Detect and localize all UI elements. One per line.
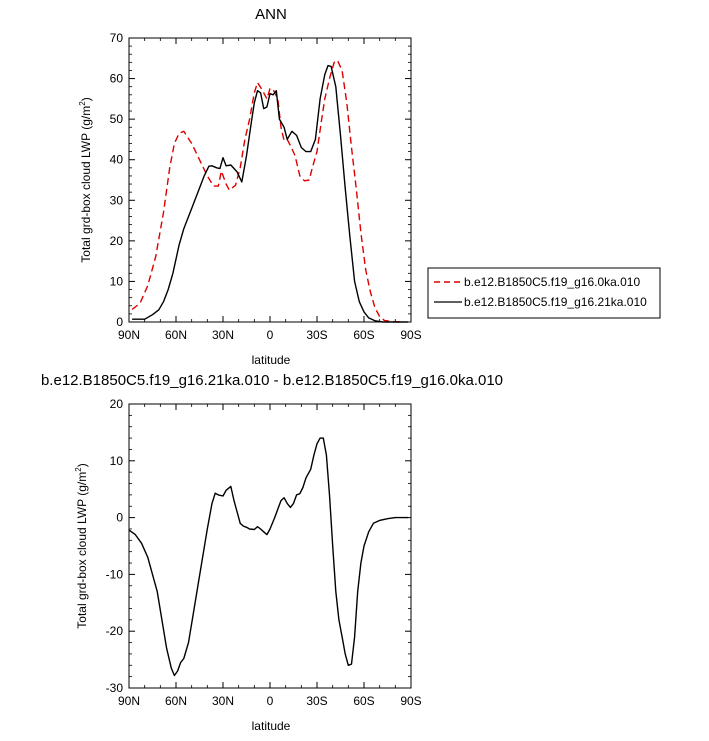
y-tick-label: 60	[110, 72, 124, 86]
legend-box	[427, 267, 661, 319]
x-axis-label: latitude	[252, 719, 291, 733]
chart-title: ANN	[255, 6, 287, 23]
y-axis: 0 10 20 30 40 50 60 70	[110, 31, 411, 329]
series-group	[128, 437, 408, 677]
x-tick-label: 0	[267, 694, 274, 708]
y-axis-label: Total grd-box cloud LWP (g/m2)	[78, 97, 93, 262]
x-tick-label: 60S	[353, 328, 374, 342]
y-tick-label: 70	[110, 31, 124, 45]
y-tick-label: -10	[106, 567, 124, 581]
x-tick-label: 60N	[165, 328, 187, 342]
x-tick-label: 90N	[118, 328, 140, 342]
y-tick-label: 50	[110, 112, 124, 126]
x-tick-label: 60S	[353, 694, 374, 708]
x-tick-label: 90S	[400, 328, 421, 342]
y-tick-label: 10	[110, 274, 124, 288]
legend-label-21ka: b.e12.B1850C5.f19_g16.21ka.010	[464, 295, 647, 309]
x-tick-label: 30S	[306, 328, 327, 342]
series-group	[131, 59, 408, 323]
series-line-1	[132, 64, 408, 323]
y-axis: -30 -20 -10 0 10 20	[106, 397, 411, 695]
y-axis-label: Total grd-box cloud LWP (g/m2)	[74, 463, 89, 628]
x-axis: 90N 60N 30N 0 30S 60S 90S	[118, 38, 422, 342]
x-tick-label: 30N	[212, 694, 234, 708]
y-tick-label: 0	[116, 315, 123, 329]
y-tick-label: -30	[106, 681, 124, 695]
y-tick-label: 20	[110, 234, 124, 248]
chart-difference: b.e12.B1850C5.f19_g16.21ka.010 - b.e12.B…	[41, 372, 503, 733]
plot-frame	[128, 403, 412, 689]
x-tick-label: 30S	[306, 694, 327, 708]
y-tick-label: 0	[116, 511, 123, 525]
x-tick-label: 90S	[400, 694, 421, 708]
y-tick-label: 20	[110, 397, 124, 411]
legend-label-0ka: b.e12.B1850C5.f19_g16.0ka.010	[464, 275, 640, 289]
y-tick-label: -20	[106, 624, 124, 638]
x-axis: 90N 60N 30N 0 30S 60S 90S	[118, 404, 422, 708]
x-axis-label: latitude	[252, 353, 291, 367]
x-tick-label: 30N	[212, 328, 234, 342]
chart-title: b.e12.B1850C5.f19_g16.21ka.010 - b.e12.B…	[41, 372, 503, 389]
y-tick-label: 30	[110, 193, 124, 207]
x-tick-label: 90N	[118, 694, 140, 708]
legend: b.e12.B1850C5.f19_g16.0ka.010 b.e12.B185…	[427, 267, 661, 319]
x-tick-label: 0	[267, 328, 274, 342]
series-line-0	[128, 437, 408, 677]
series-line-0	[131, 59, 404, 323]
x-tick-label: 60N	[165, 694, 187, 708]
y-tick-label: 40	[110, 153, 124, 167]
y-tick-label: 10	[110, 454, 124, 468]
